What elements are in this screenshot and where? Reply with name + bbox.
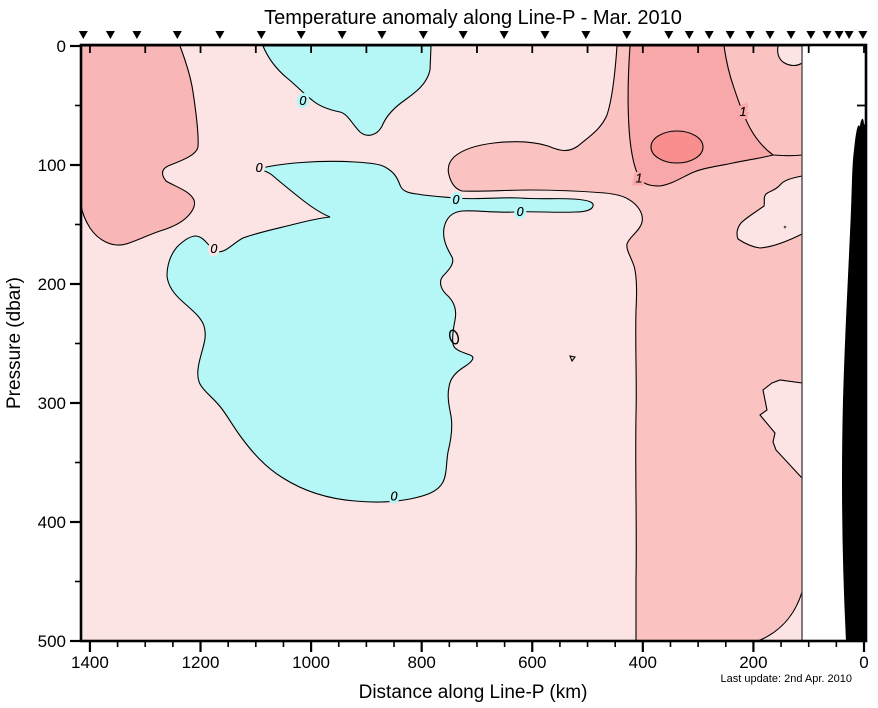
- tiny-contour-speck-1: [783, 225, 787, 229]
- station-triangle: [296, 31, 306, 39]
- x-axis-label: Distance along Line-P (km): [359, 682, 588, 703]
- tiny-contour-oval: [448, 329, 460, 345]
- x-tick-label: 1400: [71, 653, 109, 672]
- contour-label-0: 0: [452, 193, 459, 207]
- station-triangle: [664, 31, 674, 39]
- contour-label-0: 0: [299, 94, 306, 108]
- contour-label-1: 1: [739, 105, 746, 119]
- station-triangle: [765, 31, 775, 39]
- x-tick-label: 600: [518, 653, 546, 672]
- station-triangle: [822, 31, 832, 39]
- contour-line-1: [772, 154, 803, 157]
- bathymetry-silhouette: [842, 118, 866, 642]
- y-tick-label: 100: [38, 156, 66, 175]
- contour-warm-column: [447, 45, 803, 642]
- contour-label-0: 0: [210, 242, 217, 256]
- contour-label-0: 0: [256, 161, 263, 175]
- station-triangle: [377, 31, 387, 39]
- contour-pale-pocket-2: [759, 379, 803, 480]
- contour-label-0: 0: [391, 489, 398, 503]
- station-markers: [78, 31, 868, 39]
- y-tick-label: 500: [38, 632, 66, 651]
- x-tick-label: 400: [629, 653, 657, 672]
- x-tick-label: 800: [407, 653, 435, 672]
- y-tick-label: 300: [38, 394, 66, 413]
- last-update-note: Last update: 2nd Apr. 2010: [720, 673, 852, 685]
- station-triangle: [499, 31, 509, 39]
- contour-cool-subsurface: [166, 160, 594, 503]
- station-triangle: [834, 31, 844, 39]
- station-triangle: [458, 31, 468, 39]
- y-tick-label: 0: [57, 37, 66, 56]
- station-triangle: [581, 31, 591, 39]
- contour-label-0: 0: [256, 161, 263, 175]
- plot-title: Temperature anomaly along Line-P - Mar. …: [264, 7, 682, 29]
- contour-label-0: 0: [517, 205, 524, 219]
- tiny-contour-speck-2: [569, 355, 576, 363]
- station-triangle: [622, 31, 632, 39]
- contour-pale-notch-top: [777, 45, 803, 67]
- x-tick-label: 0: [859, 653, 868, 672]
- contour-pale-pocket-1: [736, 175, 803, 249]
- contour-warm-patch-left: [80, 45, 199, 246]
- contour-label-0: 0: [517, 205, 524, 219]
- station-triangle: [256, 31, 266, 39]
- station-triangle: [806, 31, 816, 39]
- contour-label-0: 0: [210, 242, 217, 256]
- contour-label-1: 1: [635, 172, 642, 186]
- station-triangle: [745, 31, 755, 39]
- y-axis-label: Pressure (dbar): [4, 277, 25, 409]
- contour-cool-surface: [262, 45, 432, 136]
- contour-warm-maximum: [650, 130, 704, 164]
- contour-label-1: 1: [739, 105, 746, 119]
- station-triangle: [215, 31, 225, 39]
- contour-label-0: 0: [452, 193, 459, 207]
- station-triangle: [684, 31, 694, 39]
- station-triangle: [844, 31, 854, 39]
- x-tick-label: 200: [739, 653, 767, 672]
- contour-label-1: 1: [635, 172, 642, 186]
- station-triangle: [418, 31, 428, 39]
- station-triangle: [78, 31, 88, 39]
- station-triangle: [105, 31, 115, 39]
- contour-label-0: 0: [299, 94, 306, 108]
- station-triangle: [704, 31, 714, 39]
- station-triangle: [132, 31, 142, 39]
- y-tick-label: 200: [38, 275, 66, 294]
- station-triangle: [725, 31, 735, 39]
- station-triangle: [858, 31, 868, 39]
- x-tick-label: 1000: [292, 653, 330, 672]
- contour-field: [80, 45, 803, 642]
- x-tick-label: 1200: [182, 653, 220, 672]
- station-triangle: [540, 31, 550, 39]
- station-triangle: [172, 31, 182, 39]
- station-triangle: [786, 31, 796, 39]
- station-triangle: [337, 31, 347, 39]
- contour-label-0: 0: [391, 489, 398, 503]
- y-tick-label: 400: [38, 513, 66, 532]
- axis-ticks: 1400 1200 1000 800 600 400 200 0010020030040050…: [38, 37, 869, 672]
